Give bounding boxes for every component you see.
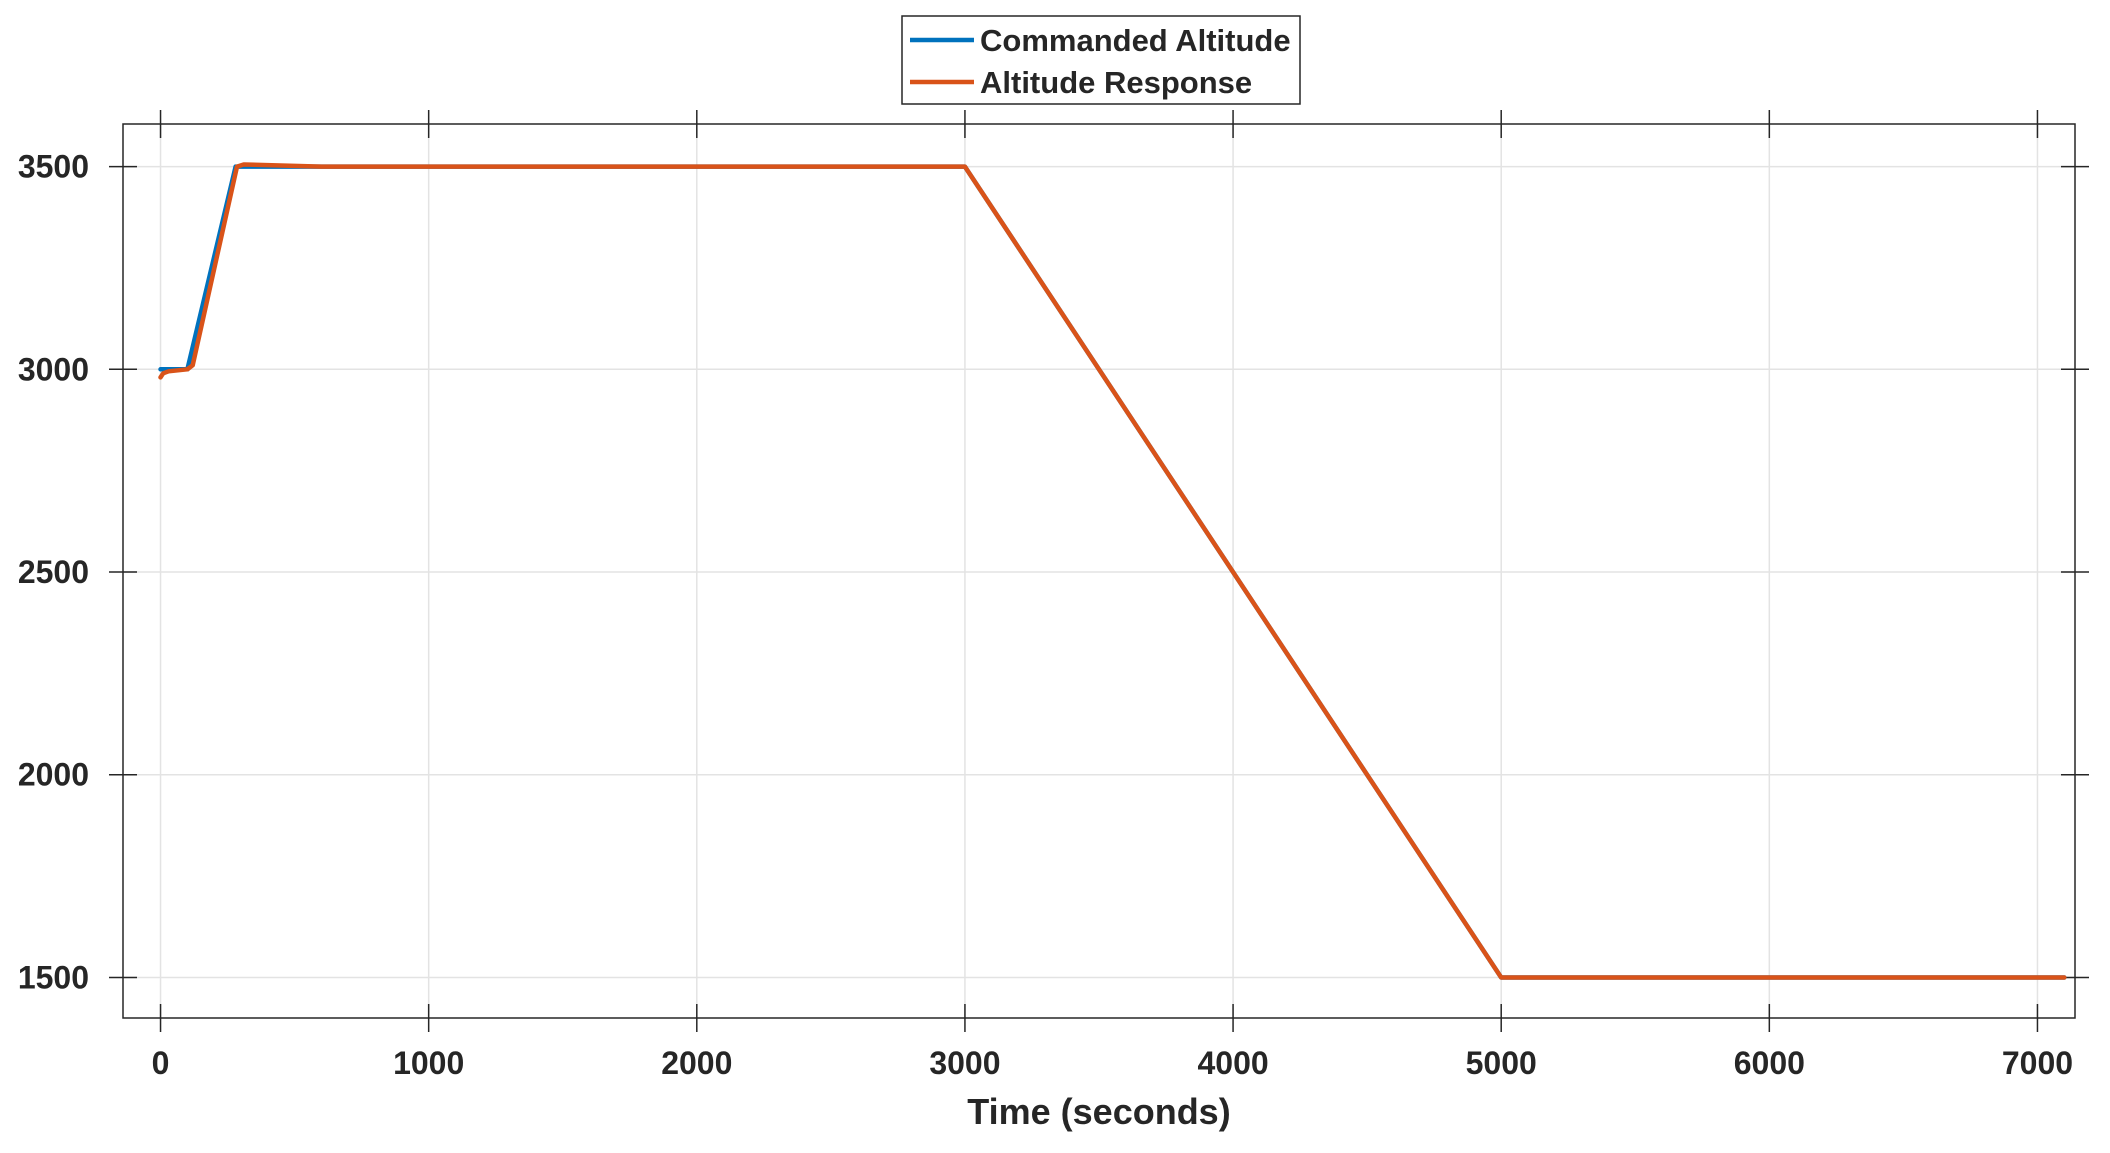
y-tick-label: 2500 — [18, 554, 89, 590]
y-tick-label: 3000 — [18, 351, 89, 387]
series-lines — [158, 162, 2067, 980]
axes-box — [122, 123, 2076, 1019]
series-line-altitude-response — [158, 162, 2067, 980]
y-tick-label: 3500 — [18, 149, 89, 185]
x-tick-label: 6000 — [1734, 1045, 1805, 1081]
plot-area — [123, 124, 2075, 1018]
tick-labels: 0 1000 2000 3000 4000 5000 6000 7000 1500 2000 250… — [18, 149, 2073, 1081]
legend[interactable]: Commanded Altitude Altitude Response — [901, 15, 1301, 105]
y-tick-label: 2000 — [18, 757, 89, 793]
x-tick-label: 5000 — [1466, 1045, 1537, 1081]
x-tick-label: 3000 — [929, 1045, 1000, 1081]
x-tick-label: 0 — [152, 1045, 170, 1081]
x-axis-label: Time (seconds) — [967, 1091, 1230, 1132]
legend-entry-label: Altitude Response — [980, 65, 1252, 100]
x-tick-label: 4000 — [1197, 1045, 1268, 1081]
legend-entry-label: Commanded Altitude — [980, 23, 1291, 58]
legend-box[interactable] — [901, 15, 1301, 105]
grid — [123, 124, 2075, 1018]
y-tick-label: 1500 — [18, 959, 89, 995]
x-tick-label: 2000 — [661, 1045, 732, 1081]
x-tick-label: 1000 — [393, 1045, 464, 1081]
x-tick-label: 7000 — [2002, 1045, 2073, 1081]
axes — [109, 110, 2089, 1032]
